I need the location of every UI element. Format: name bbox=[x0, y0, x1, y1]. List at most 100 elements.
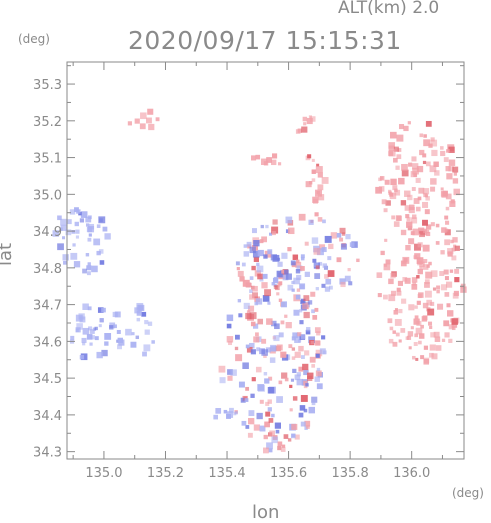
echo-cell bbox=[307, 372, 314, 380]
echo-cell bbox=[239, 276, 245, 282]
echo-cell bbox=[425, 161, 431, 167]
echo-cell bbox=[408, 304, 415, 311]
echo-cell bbox=[253, 424, 261, 431]
echo-cell bbox=[311, 178, 316, 182]
echo-cell bbox=[419, 261, 425, 268]
echo-cell bbox=[378, 177, 382, 182]
echo-cell bbox=[96, 224, 101, 228]
echo-cell bbox=[341, 232, 346, 236]
echo-cell bbox=[273, 335, 280, 342]
echo-cell bbox=[227, 375, 233, 381]
echo-cell bbox=[245, 425, 250, 429]
echo-cell bbox=[265, 224, 269, 229]
echo-cell bbox=[311, 364, 316, 368]
tick-label: 35.1 bbox=[33, 152, 62, 167]
echo-cell bbox=[422, 264, 429, 270]
echo-cell bbox=[454, 277, 460, 283]
echo-cell bbox=[445, 220, 450, 225]
echo-cell bbox=[412, 281, 417, 286]
echo-cell bbox=[116, 329, 121, 334]
echo-cell bbox=[269, 430, 275, 437]
echo-cell bbox=[416, 165, 424, 173]
echo-cell bbox=[422, 244, 430, 252]
tick-label: 135.8 bbox=[332, 466, 369, 481]
echo-cell bbox=[436, 289, 440, 294]
echo-cell bbox=[422, 302, 429, 309]
echo-cell bbox=[426, 299, 433, 306]
echo-cell bbox=[314, 212, 319, 217]
echo-cell bbox=[415, 206, 421, 212]
echo-cell bbox=[87, 237, 92, 242]
echo-cell bbox=[269, 357, 276, 363]
echo-cell bbox=[112, 311, 118, 318]
echo-cell bbox=[263, 447, 269, 454]
echo-cell bbox=[405, 245, 411, 251]
echo-cell bbox=[57, 243, 64, 251]
echo-cell bbox=[250, 321, 256, 327]
echo-cell bbox=[303, 408, 308, 413]
echo-cell bbox=[281, 372, 288, 379]
echo-cell bbox=[415, 177, 421, 183]
echo-cell bbox=[60, 218, 67, 226]
echo-cell bbox=[289, 408, 293, 412]
echo-cell bbox=[402, 276, 408, 282]
echo-cell bbox=[315, 166, 323, 174]
echo-cell bbox=[287, 284, 294, 291]
echo-cell bbox=[291, 356, 296, 360]
echo-cell bbox=[440, 150, 446, 157]
echo-cell bbox=[255, 298, 263, 305]
echo-cell bbox=[297, 332, 302, 337]
echo-cell bbox=[259, 399, 264, 404]
echo-cell bbox=[310, 340, 315, 345]
echo-cell bbox=[88, 215, 92, 220]
echo-cell bbox=[422, 201, 429, 208]
echo-cell bbox=[315, 265, 320, 270]
echo-cell bbox=[82, 303, 89, 310]
echo-cell bbox=[296, 274, 302, 281]
echo-cell bbox=[392, 330, 396, 334]
echo-cell bbox=[433, 331, 440, 338]
echo-cell bbox=[433, 161, 439, 168]
echo-cell bbox=[345, 234, 351, 240]
echo-cell bbox=[324, 274, 329, 279]
echo-cell bbox=[86, 334, 93, 340]
echo-cell bbox=[291, 423, 298, 430]
echo-cell bbox=[298, 213, 306, 221]
echo-cell bbox=[260, 224, 264, 229]
echo-cell bbox=[272, 219, 278, 225]
echo-cell bbox=[296, 265, 303, 272]
echo-cell bbox=[57, 215, 62, 221]
echo-cell bbox=[416, 320, 422, 326]
echo-cell bbox=[389, 192, 397, 200]
echo-cell bbox=[226, 323, 232, 329]
chart-title: 2020/09/17 15:15:31 bbox=[128, 26, 402, 55]
echo-cell bbox=[144, 320, 149, 325]
echo-cell bbox=[447, 251, 453, 257]
echo-cell bbox=[249, 276, 254, 280]
echo-cell bbox=[401, 163, 408, 171]
echo-cell bbox=[426, 231, 431, 237]
echo-cell bbox=[86, 265, 92, 271]
echo-cell bbox=[293, 277, 300, 285]
echo-cell bbox=[431, 353, 438, 360]
echo-cell bbox=[388, 338, 394, 344]
echo-cell bbox=[229, 407, 234, 413]
echo-cell bbox=[263, 161, 269, 166]
echo-cell bbox=[315, 287, 319, 291]
echo-cell bbox=[235, 354, 243, 362]
echo-cell bbox=[305, 383, 309, 387]
echo-cell bbox=[444, 332, 450, 338]
echo-cell bbox=[243, 251, 250, 257]
echo-cell bbox=[392, 341, 398, 347]
echo-cell bbox=[429, 325, 433, 329]
echo-cell bbox=[380, 250, 385, 256]
echo-cell bbox=[288, 344, 293, 349]
echo-cell bbox=[125, 328, 132, 336]
echo-cell bbox=[74, 221, 79, 227]
echo-cell bbox=[445, 166, 451, 172]
echo-cell bbox=[435, 223, 440, 228]
echo-cell bbox=[316, 331, 321, 336]
echo-cell bbox=[415, 357, 419, 361]
echo-cell bbox=[274, 422, 281, 429]
echo-cell bbox=[423, 230, 427, 234]
